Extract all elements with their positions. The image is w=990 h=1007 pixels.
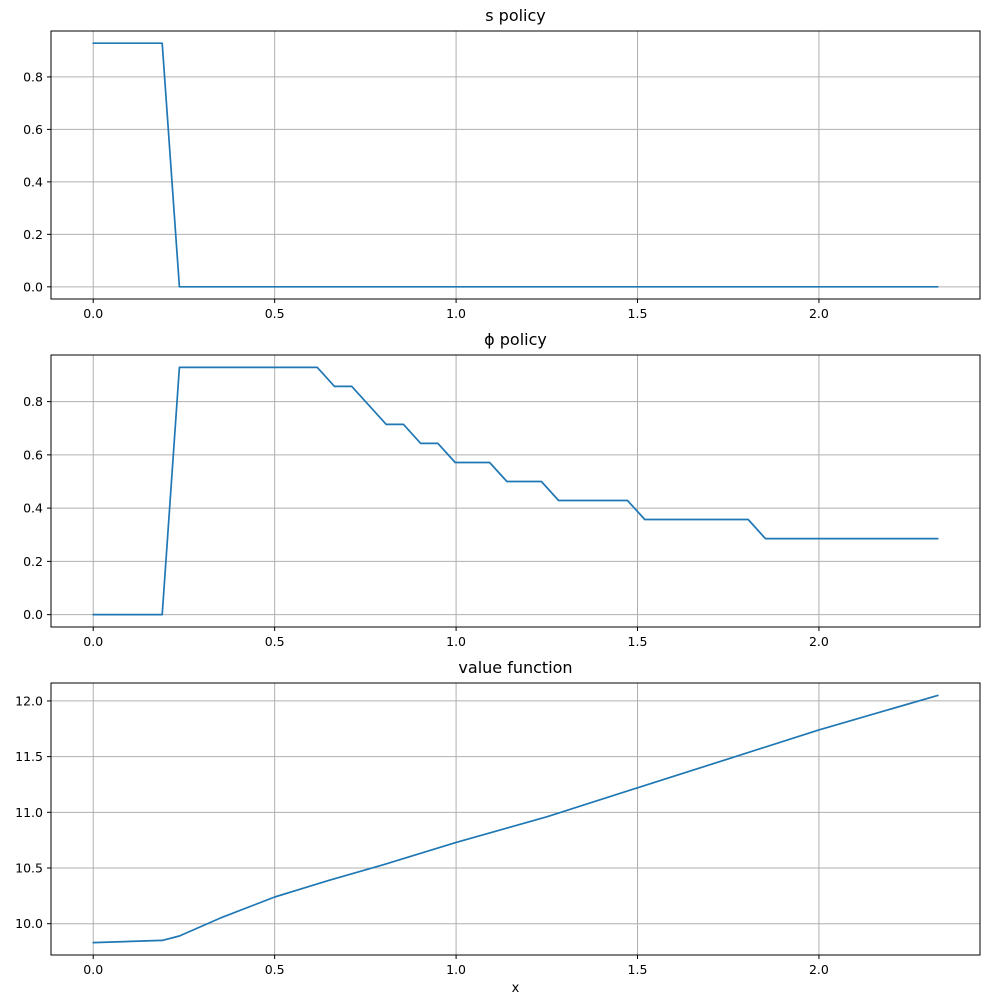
x-tick-label: 0.5 [265,634,285,649]
y-tick-label: 0.6 [23,447,43,462]
x-tick-label: 1.0 [446,306,466,321]
y-tick-label: 0.6 [23,122,43,137]
y-tick-label: 0.4 [23,174,43,189]
x-tick-label: 0.5 [265,306,285,321]
y-tick-label: 0.4 [23,501,43,516]
y-tick-label: 0.2 [23,554,43,569]
subplot-value-function: 0.0 0.5 1.0 1.5 2.0 10.0 10.5 11.0 11.5 12.0 [15,682,981,977]
chart-title-value-function: value function [458,658,573,677]
x-tick-label: 2.0 [809,962,829,977]
y-tick-label: 11.5 [15,749,43,764]
x-axis-label: x [511,981,520,996]
series-line [92,366,939,616]
x-tick-label: 0.5 [265,962,285,977]
x-tick-label: 1.5 [628,962,648,977]
chart-title-phi-policy: ϕ policy [484,330,547,349]
x-tick-label: 0.0 [83,962,103,977]
axes-border [50,354,981,628]
x-tick-label: 2.0 [809,634,829,649]
y-tick-label: 0.0 [23,607,43,622]
axes-border [50,682,981,956]
y-tick-label: 12.0 [15,693,43,708]
chart-title-s-policy: s policy [485,6,546,25]
x-tick-label: 0.0 [83,306,103,321]
series-line [92,694,939,944]
y-tick-label: 10.5 [15,861,43,876]
x-tick-label: 1.0 [446,962,466,977]
y-tick-label: 10.0 [15,916,43,931]
subplot-s-policy: 0.0 0.5 1.0 1.5 2.0 0.0 0.2 0.4 0.6 0.8 [23,30,981,321]
series-line [92,42,939,288]
y-tick-label: 0.8 [23,69,43,84]
subplot-phi-policy: 0.0 0.5 1.0 1.5 2.0 0.0 0.2 0.4 0.6 0.8 [23,354,981,649]
axes-border [50,30,981,300]
y-tick-label: 0.8 [23,394,43,409]
x-tick-label: 1.5 [628,634,648,649]
y-tick-label: 0.0 [23,279,43,294]
x-tick-label: 1.0 [446,634,466,649]
y-tick-label: 11.0 [15,805,43,820]
y-tick-label: 0.2 [23,227,43,242]
x-tick-label: 2.0 [809,306,829,321]
x-tick-label: 1.5 [628,306,648,321]
x-tick-label: 0.0 [83,634,103,649]
